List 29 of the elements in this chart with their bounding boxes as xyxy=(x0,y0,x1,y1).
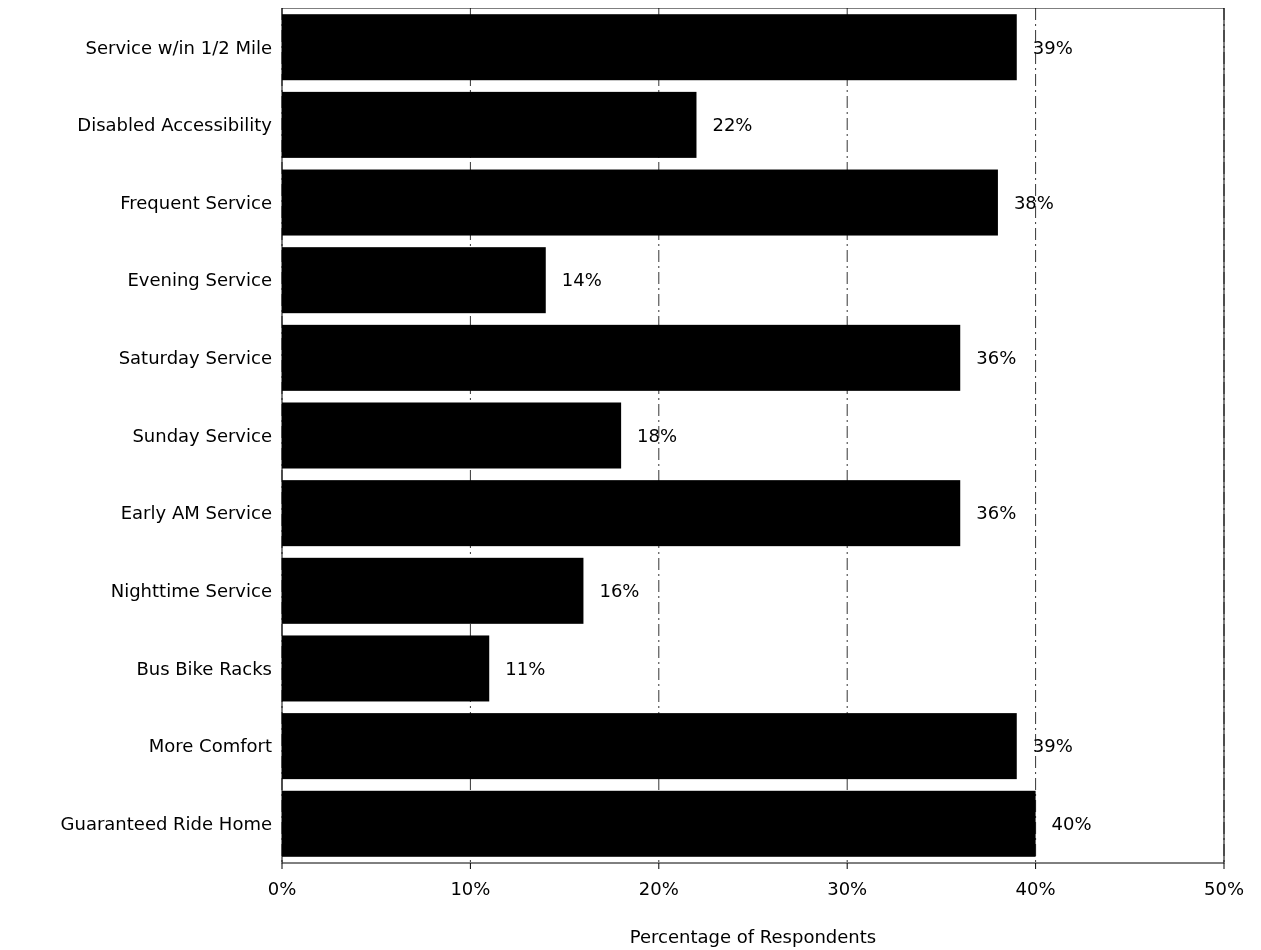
y-tick-label: Guaranteed Ride Home xyxy=(60,813,272,835)
data-label: 40% xyxy=(1051,813,1092,835)
x-tick-label: 0% xyxy=(267,878,297,899)
y-tick-label: More Comfort xyxy=(148,735,272,757)
y-tick-label: Bus Bike Racks xyxy=(136,657,272,679)
data-label: 16% xyxy=(599,580,640,602)
x-tick-label: 50% xyxy=(1203,878,1245,899)
data-label: 11% xyxy=(505,657,546,679)
data-label: 36% xyxy=(976,347,1017,369)
data-label: 36% xyxy=(976,502,1017,524)
x-axis-title: Percentage of Respondents xyxy=(629,926,877,947)
x-tick-label: 20% xyxy=(638,878,679,899)
y-tick-label: Evening Service xyxy=(127,269,272,291)
y-tick-label: Service w/in 1/2 Mile xyxy=(85,36,272,58)
y-tick-label: Frequent Service xyxy=(120,191,272,213)
data-label: 22% xyxy=(712,114,753,136)
x-tick-label: 40% xyxy=(1015,878,1056,899)
y-tick-label: Disabled Accessibility xyxy=(77,114,273,136)
data-label: 38% xyxy=(1013,191,1054,213)
y-tick-label: Saturday Service xyxy=(118,347,272,369)
data-label: 39% xyxy=(1032,735,1073,757)
data-label: 18% xyxy=(637,424,678,446)
data-label: 39% xyxy=(1032,36,1073,58)
x-tick-label: 30% xyxy=(827,878,868,899)
y-tick-label: Nighttime Service xyxy=(110,580,272,602)
x-tick-label: 10% xyxy=(450,878,491,899)
y-tick-label: Sunday Service xyxy=(132,424,272,446)
y-tick-label: Early AM Service xyxy=(120,502,272,524)
data-label: 14% xyxy=(561,269,602,291)
